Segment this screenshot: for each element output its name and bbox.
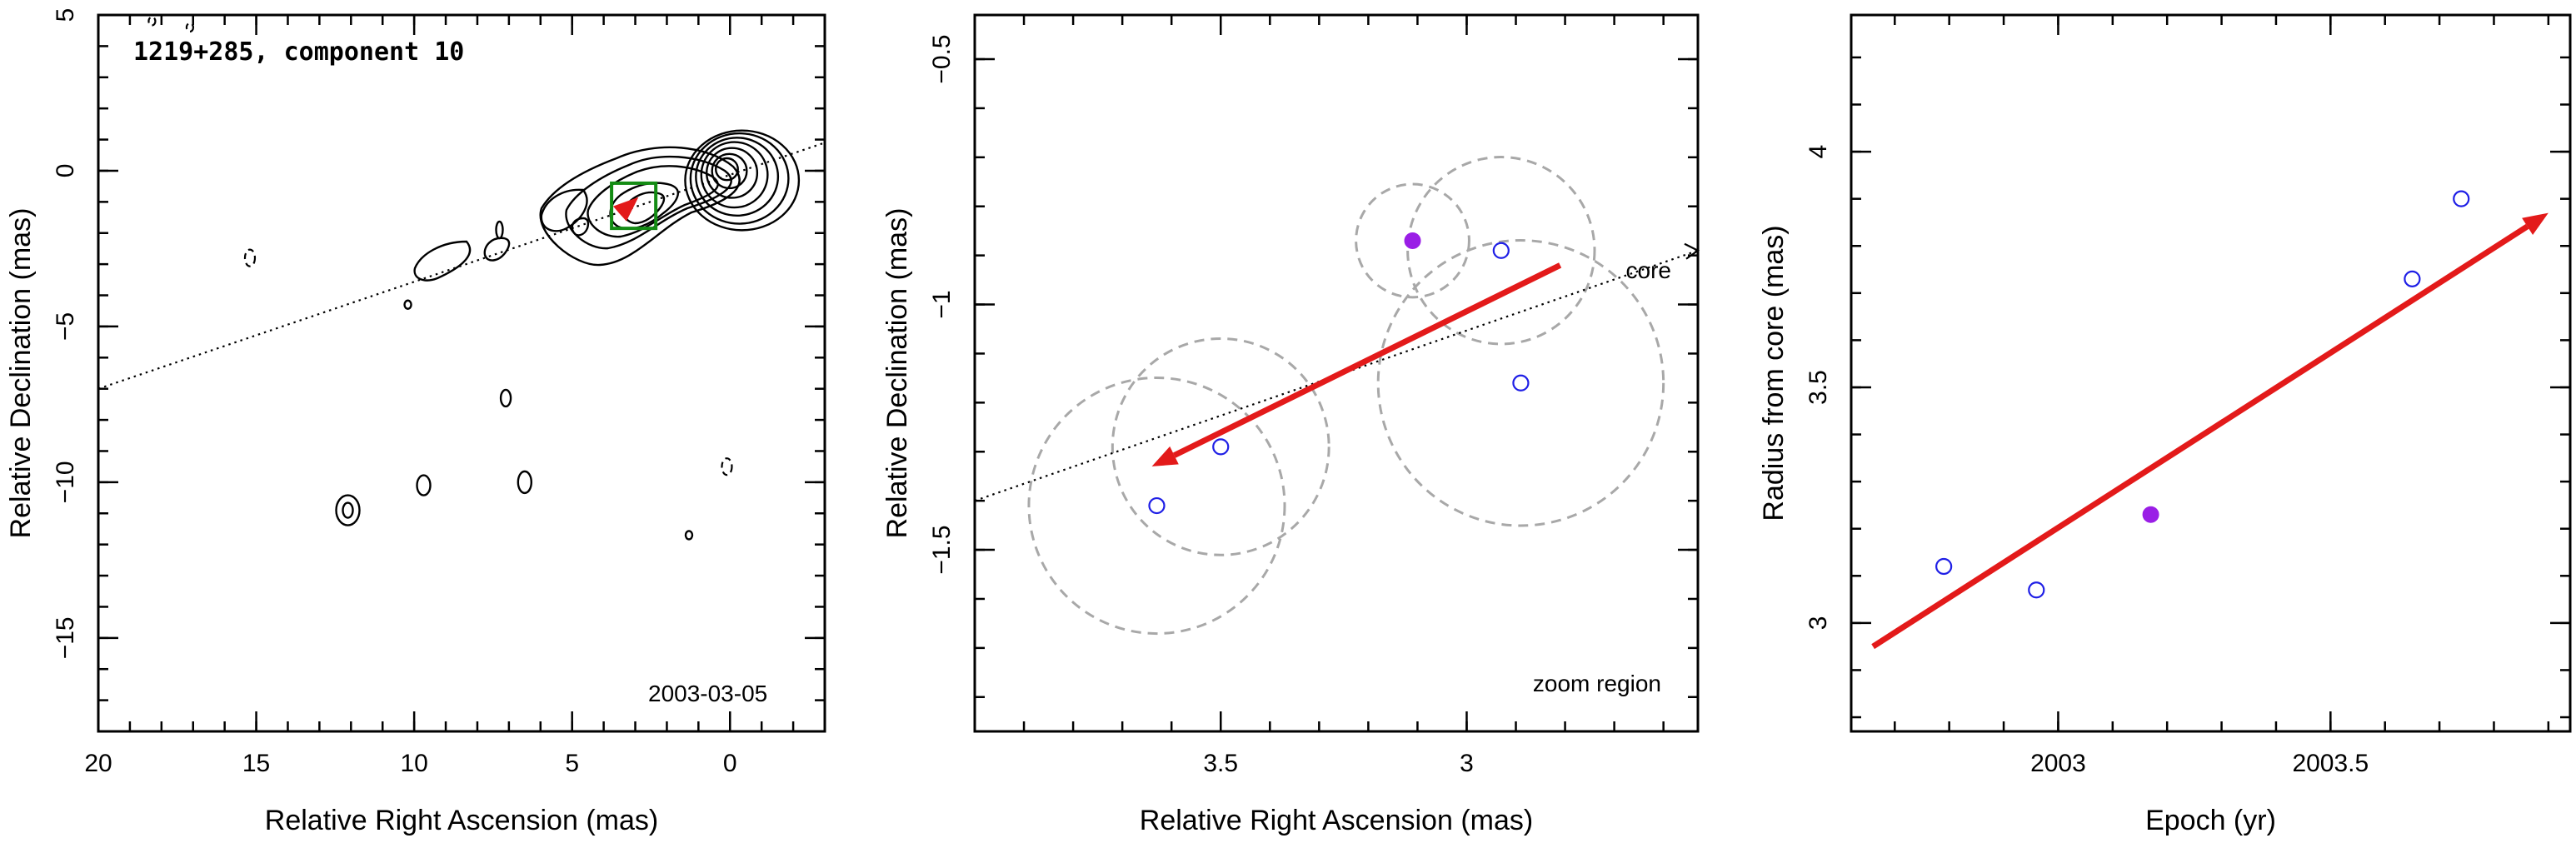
contour-map-ytick-label: −15 bbox=[52, 616, 79, 659]
zoom-point bbox=[1212, 438, 1230, 456]
contour-map-ytick-label: 0 bbox=[52, 164, 79, 178]
radius-epoch-xtick-label: 2003.5 bbox=[2292, 750, 2369, 777]
zoom-region-ytick-label: −0.5 bbox=[928, 34, 956, 83]
zoom-region-ytick-label: −1.5 bbox=[928, 525, 956, 574]
isolated-contour bbox=[335, 494, 361, 526]
isolated-contour bbox=[403, 299, 412, 310]
zoom-region-ylabel: Relative Declination (mas) bbox=[881, 208, 913, 539]
zoom-point-filled bbox=[1404, 232, 1421, 249]
jet-contour bbox=[539, 146, 741, 267]
contour-map-title: 1219+285, component 10 bbox=[133, 37, 464, 67]
epoch-point bbox=[2028, 581, 2045, 599]
radius-epoch-frame bbox=[1850, 13, 2572, 733]
contour-map-ytick-label: −5 bbox=[52, 312, 79, 341]
isolated-contour bbox=[342, 501, 354, 519]
jet-contour bbox=[413, 240, 472, 282]
contour-map-contours bbox=[147, 16, 801, 541]
contour-map-reference-line bbox=[97, 142, 826, 390]
contour-map-xtick-label: 10 bbox=[400, 750, 427, 777]
isolated-contour bbox=[721, 457, 733, 476]
jet-contour bbox=[623, 191, 666, 225]
radius-epoch-ylabel: Radius from core (mas) bbox=[1758, 225, 1790, 521]
jet-contour bbox=[483, 237, 511, 262]
contour-map-xlabel: Relative Right Ascension (mas) bbox=[265, 805, 658, 836]
radius-epoch-xlabel: Epoch (yr) bbox=[2145, 805, 2276, 836]
core-contour bbox=[689, 132, 790, 225]
core-contour bbox=[695, 137, 780, 217]
jet-contour bbox=[540, 188, 588, 232]
isolated-contour bbox=[243, 248, 257, 267]
contour-map-xtick-label: 0 bbox=[723, 750, 737, 777]
radius-epoch-ytick-label: 3.5 bbox=[1805, 370, 1832, 405]
zoom-box bbox=[610, 181, 658, 231]
contour-map-xtick-label: 15 bbox=[242, 750, 270, 777]
contour-map-ylabel: Relative Declination (mas) bbox=[5, 208, 37, 539]
zoom-arrow-head bbox=[1151, 446, 1179, 466]
isolated-contour bbox=[499, 388, 512, 408]
radius-epoch-ytick-label: 4 bbox=[1805, 145, 1832, 159]
panel-zoom-region: 3.5 3 −0.5 −1 −1.5 zoom region core Relative… bbox=[881, 13, 1700, 836]
error-circle bbox=[1111, 337, 1330, 556]
epoch-point bbox=[2404, 270, 2421, 287]
core-label: core bbox=[1626, 257, 1671, 283]
radius-epoch-arrow-shaft bbox=[1871, 223, 2529, 650]
contour-map-date: 2003-03-05 bbox=[648, 681, 767, 706]
core-contour bbox=[684, 129, 801, 232]
zoom-region-label: zoom region bbox=[1533, 671, 1661, 696]
panel-radius-vs-epoch: 2003 2003.5 3 3.5 4 Epoch (yr) Radius from c… bbox=[1758, 13, 2572, 836]
contour-map-ytick-label: −10 bbox=[52, 461, 79, 503]
isolated-contour bbox=[416, 474, 432, 496]
zoom-region-frame bbox=[973, 13, 1700, 733]
zoom-point bbox=[1492, 242, 1510, 259]
zoom-region-ytick-label: −1 bbox=[928, 290, 956, 318]
jet-contour bbox=[587, 165, 719, 238]
error-circle bbox=[1355, 182, 1470, 299]
radius-epoch-arrow-head bbox=[2522, 212, 2549, 235]
isolated-contour bbox=[517, 470, 533, 495]
zoom-region-xtick-label: 3 bbox=[1460, 750, 1474, 777]
zoom-arrow-shaft bbox=[1172, 262, 1562, 458]
radius-epoch-ytick-label: 3 bbox=[1805, 616, 1832, 631]
jet-contour bbox=[609, 182, 680, 230]
contour-map-arrow-head bbox=[612, 197, 639, 222]
epoch-point bbox=[2453, 190, 2470, 207]
contour-map-xtick-label: 5 bbox=[565, 750, 579, 777]
error-circle bbox=[1376, 239, 1665, 527]
epoch-point bbox=[1935, 557, 1953, 576]
isolated-contour bbox=[495, 220, 504, 240]
contour-map-xtick-label: 20 bbox=[84, 750, 112, 777]
zoom-region-xlabel: Relative Right Ascension (mas) bbox=[1140, 805, 1533, 836]
error-circle bbox=[1027, 377, 1286, 636]
error-circle bbox=[1406, 156, 1596, 346]
isolated-contour bbox=[147, 16, 157, 27]
core-direction-arrowhead bbox=[1684, 242, 1700, 260]
isolated-contour bbox=[684, 530, 694, 541]
zoom-point bbox=[1148, 496, 1166, 515]
epoch-point-filled bbox=[2142, 506, 2159, 523]
zoom-region-xtick-label: 3.5 bbox=[1203, 750, 1238, 777]
contour-map-frame bbox=[97, 13, 826, 733]
contour-map-ytick-label: 5 bbox=[52, 8, 79, 22]
core-contour bbox=[711, 152, 748, 190]
core-contour bbox=[714, 157, 739, 182]
panel-contour-map: 20 15 10 5 0 5 0 −5 −10 −15 1219+285, component 1… bbox=[5, 8, 826, 836]
isolated-contour bbox=[185, 22, 195, 33]
radius-epoch-xtick-label: 2003 bbox=[2030, 750, 2086, 777]
jet-contour bbox=[571, 217, 590, 237]
core-contour bbox=[700, 141, 769, 209]
zoom-point bbox=[1512, 374, 1530, 392]
